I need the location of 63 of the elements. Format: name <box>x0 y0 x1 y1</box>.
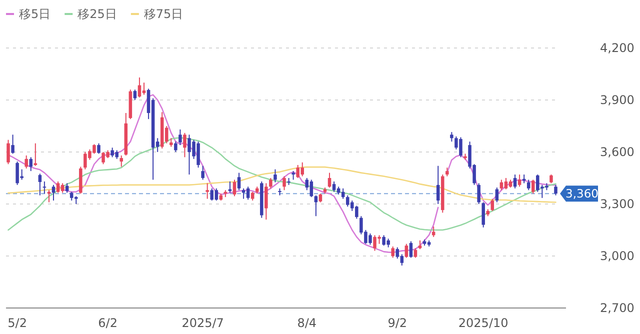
candlestick <box>133 89 137 100</box>
x-tick-label: 9/2 <box>388 316 408 330</box>
candlestick <box>24 154 28 169</box>
candlestick <box>554 184 558 196</box>
y-tick-label: 3,000 <box>600 249 634 263</box>
y-tick-label: 3,300 <box>600 197 634 211</box>
y-tick-label: 4,200 <box>600 41 634 55</box>
candlestick <box>174 141 178 152</box>
candlestick <box>450 132 454 142</box>
candlestick <box>414 248 418 258</box>
candlestick <box>178 128 182 146</box>
candlestick <box>391 246 394 258</box>
x-tick-label: 2025/10 <box>458 316 508 330</box>
candlestick <box>60 182 64 194</box>
x-tick-label: 5/2 <box>8 316 27 330</box>
candlestick <box>11 134 14 154</box>
candlestick <box>518 174 522 188</box>
candlestick <box>97 142 100 154</box>
candlestick <box>274 168 277 183</box>
x-tick-label: 8/4 <box>297 316 317 330</box>
ref-line-label: 3,360 <box>566 186 598 201</box>
x-tick-label: 2025/7 <box>182 316 224 330</box>
candlestick <box>201 165 204 180</box>
candlestick <box>120 154 124 168</box>
candlestick <box>282 176 286 191</box>
candlestick <box>432 226 436 238</box>
candlestick <box>138 76 142 98</box>
candlestick <box>482 202 485 228</box>
candlestick <box>404 243 408 258</box>
candlestick <box>314 194 318 217</box>
candlestick <box>206 182 209 200</box>
y-tick-label: 3,900 <box>600 93 634 107</box>
candlestick <box>513 174 517 189</box>
candlestick <box>490 198 494 212</box>
candlestick <box>409 240 413 258</box>
candlestick <box>436 165 440 204</box>
candlestick <box>332 180 336 192</box>
candlestick <box>328 172 332 188</box>
candlestick <box>500 179 504 191</box>
legend-label: 移75日 <box>144 7 184 21</box>
candlestick <box>495 187 499 203</box>
candlestick <box>42 180 46 194</box>
candlestick <box>6 139 10 165</box>
candlestick <box>504 178 508 190</box>
x-tick-label: 6/2 <box>98 316 118 330</box>
candlestick <box>310 179 314 198</box>
y-tick-label: 3,600 <box>600 145 634 159</box>
legend-label: 移5日 <box>19 7 51 21</box>
legend-label: 移25日 <box>78 7 117 21</box>
candlestick <box>396 246 400 260</box>
candlestick <box>237 172 241 191</box>
candlestick <box>232 179 236 197</box>
candlestick <box>477 182 480 204</box>
candlestick <box>56 180 60 194</box>
candlestick <box>38 173 42 196</box>
candlestick <box>246 186 250 200</box>
candlestick <box>269 178 272 189</box>
candlestick <box>531 179 535 194</box>
y-tick-label: 2,700 <box>600 301 634 315</box>
candlestick <box>264 182 268 220</box>
candlestick <box>52 184 56 202</box>
candlestick <box>526 179 530 191</box>
candlestick <box>183 132 186 158</box>
